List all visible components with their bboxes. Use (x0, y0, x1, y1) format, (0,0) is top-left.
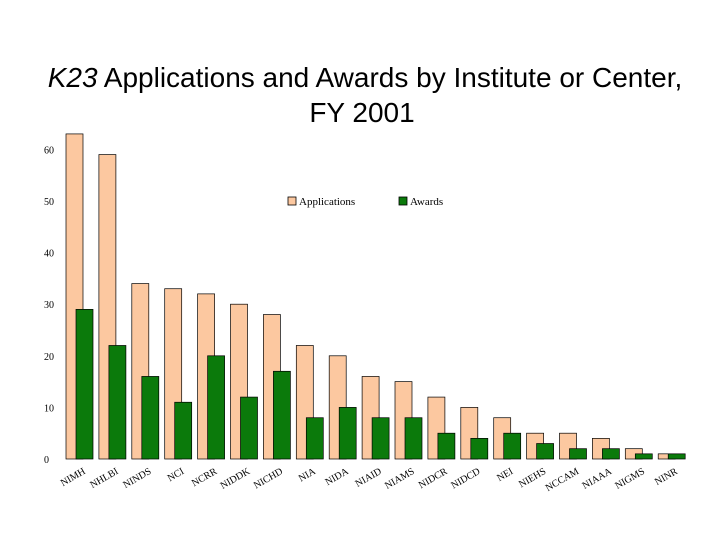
legend-swatch-applications (287, 196, 297, 206)
y-tick-label: 30 (44, 300, 54, 311)
chart-title: K23 Applications and Awards by Institute… (48, 62, 683, 93)
x-tick-label-nccam: NCCAM (544, 466, 581, 494)
y-tick-label: 0 (44, 455, 49, 466)
chart-subtitle: FY 2001 (309, 97, 414, 128)
y-tick-label: 20 (44, 352, 54, 363)
x-tick-label-nimh: NIMH (59, 466, 88, 489)
bar-awards-nida (338, 407, 357, 460)
bar-awards-niddk (240, 396, 258, 460)
x-tick-label-niehs: NIEHS (517, 466, 548, 490)
bar-awards-ninr (667, 453, 686, 460)
y-tick-label: 60 (44, 145, 54, 156)
bar-awards-nei (503, 432, 522, 460)
x-tick-label-ninr: NINR (653, 466, 680, 488)
x-tick-label-niams: NIAMS (383, 466, 416, 492)
x-tick-label-ninds: NINDS (121, 466, 153, 491)
y-tick-label: 40 (44, 249, 54, 260)
bar-awards-niaid (371, 417, 390, 460)
x-tick-label-niddk: NIDDK (219, 466, 253, 492)
bar-awards-nccam (569, 448, 587, 460)
legend: Applications Awards (287, 196, 443, 208)
bar-awards-nigms (634, 453, 653, 460)
x-tick-label-nida: NIDA (324, 466, 352, 488)
bar-awards-nidcr (437, 432, 456, 460)
bar-awards-niams (404, 417, 423, 460)
x-tick-label-nia: NIA (297, 466, 319, 485)
legend-label-awards: Awards (410, 196, 443, 208)
x-tick-label-niaaa: NIAAA (580, 466, 614, 492)
bar-awards-nci (174, 401, 193, 460)
x-tick-label-nhlbi: NHLBI (88, 466, 120, 491)
bar-awards-niehs (536, 443, 554, 460)
bar-awards-nidcd (470, 438, 489, 460)
bar-awards-nimh (75, 309, 94, 460)
bar-awards-nichd (273, 370, 291, 460)
bars (65, 133, 686, 460)
bar-awards-nia (305, 417, 324, 460)
x-tick-label-nidcr: NIDCR (417, 466, 450, 491)
title-k23: K23 (48, 62, 98, 93)
bar-awards-ninds (141, 376, 160, 460)
x-tick-label-niaid: NIAID (354, 466, 384, 490)
x-tick-label-ncrr: NCRR (190, 466, 219, 489)
y-axis: 0 10 20 30 40 50 60 (44, 145, 54, 466)
bar-awards-ncrr (207, 355, 225, 460)
x-tick-label-nidcd: NIDCD (449, 466, 482, 491)
legend-swatch-awards (398, 196, 408, 206)
x-tick-label-nichd: NICHD (252, 466, 285, 491)
y-tick-label: 10 (44, 403, 54, 414)
title-rest: Applications and Awards by Institute or … (98, 62, 683, 93)
bar-awards-nhlbi (108, 345, 127, 460)
x-tick-label-nci: NCI (166, 466, 186, 484)
x-tick-label-nigms: NIGMS (613, 466, 646, 492)
legend-label-applications: Applications (299, 196, 355, 208)
y-tick-label: 50 (44, 197, 54, 208)
bar-awards-niaaa (602, 448, 620, 460)
x-axis: NIMH NHLBI NINDS NCI NCRR NIDDK NICHD NIA NIDA NI… (59, 466, 680, 494)
x-tick-label-nei: NEI (495, 466, 515, 484)
